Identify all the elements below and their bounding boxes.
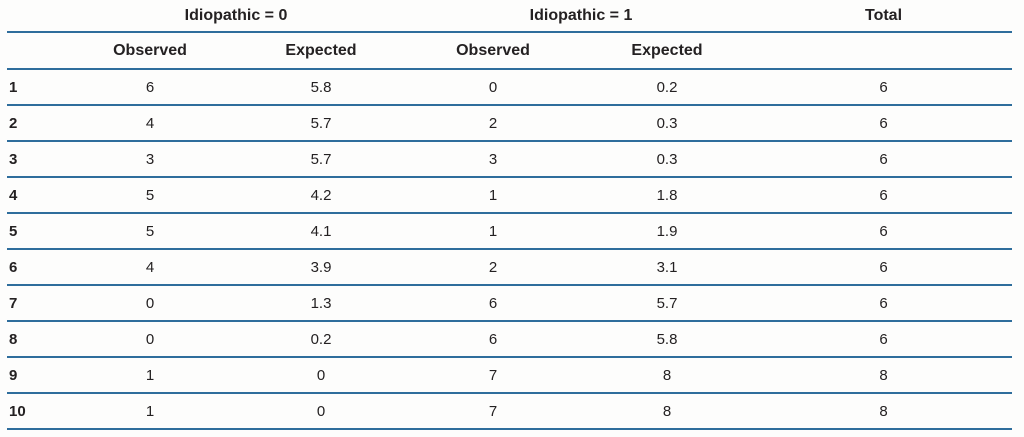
cell-observed-0: 6: [65, 69, 235, 106]
cell-observed-1: 2: [407, 249, 579, 286]
cell-expected-1: 8: [579, 393, 755, 430]
cell-expected-0: 0: [235, 357, 407, 394]
cell-expected-1: 0.2: [579, 69, 755, 106]
sub-header-observed-1: Observed: [407, 32, 579, 70]
cell-total: 8: [755, 357, 1012, 394]
group-header-idiopathic-1: Idiopathic = 1: [407, 0, 755, 33]
cell-observed-0: 1: [65, 357, 235, 394]
observed-expected-table: Idiopathic = 0 Idiopathic = 1 Total Obse…: [7, 0, 1012, 430]
table-row: 4 5 4.2 1 1.8 6: [7, 177, 1012, 214]
sub-header-row: Observed Expected Observed Expected: [7, 32, 1012, 70]
cell-observed-1: 6: [407, 321, 579, 358]
cell-expected-0: 5.7: [235, 141, 407, 178]
sub-header-empty: [7, 32, 65, 70]
cell-total: 6: [755, 177, 1012, 214]
table-row: 10 1 0 7 8 8: [7, 393, 1012, 430]
cell-observed-1: 3: [407, 141, 579, 178]
row-label: 2: [7, 105, 65, 142]
table-row: 1 6 5.8 0 0.2 6: [7, 69, 1012, 106]
table-row: 5 5 4.1 1 1.9 6: [7, 213, 1012, 250]
cell-expected-1: 1.8: [579, 177, 755, 214]
row-label: 5: [7, 213, 65, 250]
table-row: 7 0 1.3 6 5.7 6: [7, 285, 1012, 322]
cell-observed-1: 0: [407, 69, 579, 106]
table-row: 6 4 3.9 2 3.1 6: [7, 249, 1012, 286]
cell-observed-1: 7: [407, 357, 579, 394]
table-body: 1 6 5.8 0 0.2 6 2 4 5.7 2 0.3 6 3 3 5.7 …: [7, 69, 1012, 430]
row-label: 1: [7, 69, 65, 106]
sub-header-observed-0: Observed: [65, 32, 235, 70]
cell-observed-1: 2: [407, 105, 579, 142]
cell-total: 6: [755, 105, 1012, 142]
cell-expected-1: 3.1: [579, 249, 755, 286]
cell-expected-0: 4.1: [235, 213, 407, 250]
cell-expected-0: 1.3: [235, 285, 407, 322]
table-row: 8 0 0.2 6 5.8 6: [7, 321, 1012, 358]
table-row: 3 3 5.7 3 0.3 6: [7, 141, 1012, 178]
group-header-idiopathic-0: Idiopathic = 0: [65, 0, 407, 33]
table-row: 9 1 0 7 8 8: [7, 357, 1012, 394]
cell-expected-0: 0: [235, 393, 407, 430]
cell-observed-1: 6: [407, 285, 579, 322]
cell-total: 8: [755, 393, 1012, 430]
cell-expected-0: 3.9: [235, 249, 407, 286]
sub-header-expected-1: Expected: [579, 32, 755, 70]
cell-observed-0: 4: [65, 105, 235, 142]
cell-observed-0: 3: [65, 141, 235, 178]
cell-observed-0: 0: [65, 321, 235, 358]
sub-header-expected-0: Expected: [235, 32, 407, 70]
group-header-total: Total: [755, 0, 1012, 33]
cell-total: 6: [755, 321, 1012, 358]
cell-expected-1: 0.3: [579, 105, 755, 142]
cell-observed-0: 1: [65, 393, 235, 430]
row-label: 4: [7, 177, 65, 214]
cell-total: 6: [755, 69, 1012, 106]
cell-observed-0: 4: [65, 249, 235, 286]
row-label: 3: [7, 141, 65, 178]
cell-expected-1: 5.7: [579, 285, 755, 322]
row-label: 9: [7, 357, 65, 394]
cell-expected-0: 0.2: [235, 321, 407, 358]
cell-total: 6: [755, 141, 1012, 178]
cell-total: 6: [755, 213, 1012, 250]
row-label: 10: [7, 393, 65, 430]
row-label: 7: [7, 285, 65, 322]
cell-expected-1: 1.9: [579, 213, 755, 250]
cell-expected-0: 5.7: [235, 105, 407, 142]
row-label: 8: [7, 321, 65, 358]
cell-total: 6: [755, 285, 1012, 322]
table-row: 2 4 5.7 2 0.3 6: [7, 105, 1012, 142]
row-label: 6: [7, 249, 65, 286]
cell-observed-0: 5: [65, 177, 235, 214]
cell-observed-1: 1: [407, 213, 579, 250]
cell-total: 6: [755, 249, 1012, 286]
cell-observed-1: 7: [407, 393, 579, 430]
cell-expected-1: 5.8: [579, 321, 755, 358]
cell-expected-1: 0.3: [579, 141, 755, 178]
cell-expected-1: 8: [579, 357, 755, 394]
cell-expected-0: 5.8: [235, 69, 407, 106]
cell-observed-1: 1: [407, 177, 579, 214]
sub-header-total-empty: [755, 32, 1012, 70]
corner-cell: [7, 0, 65, 33]
cell-observed-0: 5: [65, 213, 235, 250]
cell-observed-0: 0: [65, 285, 235, 322]
group-header-row: Idiopathic = 0 Idiopathic = 1 Total: [7, 0, 1012, 33]
cell-expected-0: 4.2: [235, 177, 407, 214]
